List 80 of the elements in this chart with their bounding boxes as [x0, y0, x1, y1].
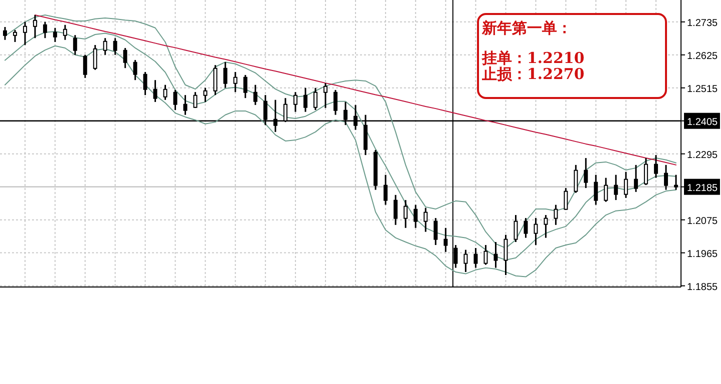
candlestick — [424, 207, 428, 233]
candlestick — [233, 71, 238, 93]
candlestick — [73, 34, 78, 56]
candlestick — [193, 91, 198, 109]
y-tick-label: 1.2515 — [687, 84, 718, 95]
line-series — [34, 14, 676, 166]
candlestick — [173, 89, 178, 111]
y-tick-label: 1.2625 — [687, 50, 718, 62]
candlestick — [333, 89, 338, 116]
candlestick — [484, 244, 488, 266]
candlestick — [554, 204, 558, 226]
candlestick — [624, 171, 628, 199]
candlestick — [243, 74, 248, 99]
candlestick — [133, 59, 138, 81]
candlestick — [3, 26, 8, 41]
candlestick — [534, 217, 538, 246]
candlestick — [524, 217, 528, 239]
annotation: 新年第一单： — [481, 19, 572, 37]
candlestick — [384, 174, 388, 206]
candlestick — [394, 194, 398, 226]
candlestick — [464, 249, 468, 273]
candlestick — [544, 214, 548, 239]
candlestick — [183, 94, 188, 116]
candlestick — [263, 94, 268, 126]
candlestick — [604, 177, 608, 203]
candlestick — [13, 29, 18, 43]
candlestick — [594, 174, 598, 206]
y-tick-label: 1.2185 — [687, 182, 718, 194]
y-tick-label: 1.2075 — [687, 216, 718, 227]
candlestick — [253, 84, 258, 106]
candlestick — [143, 71, 148, 96]
candlestick — [273, 99, 278, 133]
candlestick — [293, 91, 298, 113]
y-tick-label: 1.2295 — [687, 150, 718, 161]
candlestick — [664, 164, 668, 191]
candlestick — [123, 47, 128, 69]
candlestick — [454, 244, 458, 269]
candlestick — [574, 164, 578, 194]
candlestick — [53, 27, 58, 43]
candlestick — [634, 164, 638, 193]
candlestick — [364, 114, 368, 156]
candlestick — [614, 174, 618, 201]
candlestick — [564, 187, 568, 211]
candlestick — [494, 241, 498, 269]
candlestick — [514, 214, 518, 243]
annotation: 止损：1.2270 — [481, 65, 584, 83]
y-tick-label: 1.2405 — [687, 116, 718, 128]
candlestick — [644, 157, 648, 186]
candlestick — [103, 37, 108, 56]
candlestick — [283, 97, 288, 123]
annotation: 挂单：1.2210 — [481, 49, 584, 67]
candlestick — [313, 87, 318, 111]
candlestick — [323, 82, 328, 109]
candlestick — [113, 37, 118, 56]
candlestick — [223, 61, 228, 89]
candlestick — [474, 247, 478, 269]
y-tick-label: 1.1965 — [687, 248, 718, 260]
candlestick — [414, 204, 418, 229]
candlestick — [303, 87, 308, 113]
candlestick — [83, 54, 88, 79]
y-tick-label: 1.1855 — [687, 282, 718, 293]
candlestick — [23, 21, 28, 46]
candlestick — [674, 174, 678, 191]
candlestick — [354, 104, 358, 131]
candlestick — [654, 154, 658, 179]
y-tick-label: 1.2735 — [687, 18, 718, 29]
candlestick — [504, 234, 508, 276]
candlestick — [153, 79, 158, 103]
candlestick — [344, 101, 348, 126]
candlestick — [444, 227, 448, 253]
candlestick — [203, 87, 208, 103]
candlestick — [93, 44, 98, 71]
candlestick — [434, 217, 438, 246]
candlestick — [404, 199, 408, 229]
candlestick — [213, 64, 218, 96]
candlestick — [43, 21, 48, 39]
candlestick — [584, 157, 588, 189]
candlestick — [63, 24, 68, 41]
candlestick — [33, 14, 38, 39]
candlestick — [163, 84, 168, 101]
